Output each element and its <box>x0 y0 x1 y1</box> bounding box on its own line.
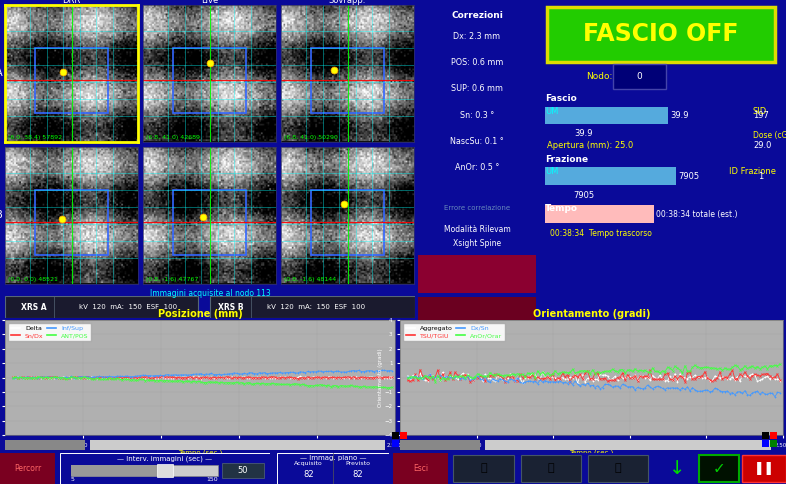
Title: Orientamento (gradi): Orientamento (gradi) <box>533 309 650 319</box>
Text: 0: 0 <box>637 72 642 81</box>
Text: ID Frazione: ID Frazione <box>729 167 776 177</box>
Text: 82: 82 <box>303 470 314 479</box>
Text: 7905: 7905 <box>678 172 699 181</box>
Legend: Aggregato, TSU/TGIU, Dx/Sn, AnOr/Orar: Aggregato, TSU/TGIU, Dx/Sn, AnOr/Orar <box>403 323 505 341</box>
Text: Live: Live <box>201 0 219 5</box>
Text: Sovrapp.: Sovrapp. <box>329 0 366 5</box>
Text: POS: 0.6 mm: POS: 0.6 mm <box>451 58 503 67</box>
Text: (6.8, 41.0) 42689: (6.8, 41.0) 42689 <box>146 135 200 140</box>
FancyBboxPatch shape <box>612 64 666 89</box>
Text: 50: 50 <box>237 466 248 475</box>
Text: XRS A: XRS A <box>21 302 47 312</box>
Text: 📋: 📋 <box>548 464 554 473</box>
Text: Xsight Spine: Xsight Spine <box>453 239 501 248</box>
Bar <box>71 466 165 476</box>
Bar <box>35 48 108 113</box>
Text: Previsto: Previsto <box>345 461 370 467</box>
Text: SID: SID <box>753 107 767 116</box>
Text: UM: UM <box>545 167 558 177</box>
Text: — Immag. piano —: — Immag. piano — <box>299 455 366 461</box>
Text: ❚❚: ❚❚ <box>754 462 775 475</box>
Text: 7905: 7905 <box>573 191 594 200</box>
Bar <box>520 454 581 483</box>
Text: 00:38:34  Tempo trascorso: 00:38:34 Tempo trascorso <box>549 229 652 238</box>
Y-axis label: Orientamento (gradi): Orientamento (gradi) <box>378 348 383 407</box>
Bar <box>71 466 218 476</box>
Text: ✓: ✓ <box>712 461 725 476</box>
Bar <box>35 190 108 255</box>
Text: Frazione: Frazione <box>545 155 588 164</box>
Text: Modalità Rilevam: Modalità Rilevam <box>443 225 510 234</box>
Bar <box>311 190 384 255</box>
Bar <box>588 454 648 483</box>
Text: UM: UM <box>545 107 558 116</box>
Bar <box>699 454 739 483</box>
Text: B: B <box>0 211 3 221</box>
Bar <box>173 48 246 113</box>
FancyBboxPatch shape <box>547 7 775 62</box>
Text: Percorr: Percorr <box>14 464 41 473</box>
Bar <box>173 190 246 255</box>
Bar <box>659 454 696 483</box>
Bar <box>545 167 675 185</box>
Text: Errore correlazione: Errore correlazione <box>444 205 510 211</box>
Text: — Interv. immagini (sec) —: — Interv. immagini (sec) — <box>117 455 212 462</box>
Text: Dx: 2.3 mm: Dx: 2.3 mm <box>454 31 501 41</box>
Bar <box>742 454 786 483</box>
Text: (6.8, 41.0) 50290: (6.8, 41.0) 50290 <box>284 135 338 140</box>
Text: AnOr: 0.5 °: AnOr: 0.5 ° <box>455 163 499 172</box>
Bar <box>545 107 668 124</box>
Bar <box>210 296 415 318</box>
Text: (6.0, 38.4) 57892: (6.0, 38.4) 57892 <box>8 135 62 140</box>
Text: SUP: 0.6 mm: SUP: 0.6 mm <box>451 84 503 93</box>
Bar <box>545 205 654 223</box>
Text: NascSu: 0.1 °: NascSu: 0.1 ° <box>450 137 504 146</box>
Text: Dose (cGy): Dose (cGy) <box>753 131 786 140</box>
Text: Nodo:: Nodo: <box>586 72 612 81</box>
Text: 👤: 👤 <box>615 464 621 473</box>
Text: 29.0: 29.0 <box>753 141 771 151</box>
Bar <box>311 48 384 113</box>
Text: 39.9: 39.9 <box>575 129 593 138</box>
Text: Acquisito: Acquisito <box>294 461 323 467</box>
Text: XRS B: XRS B <box>219 302 244 312</box>
Text: A: A <box>0 69 3 78</box>
Bar <box>5 296 198 318</box>
Bar <box>222 463 263 478</box>
Text: Tempo: Tempo <box>545 204 578 213</box>
X-axis label: Tempo (sec.): Tempo (sec.) <box>178 449 222 455</box>
Text: 82: 82 <box>352 470 363 479</box>
Text: kV  120  mA:  150  ESF  100: kV 120 mA: 150 ESF 100 <box>267 304 365 310</box>
Text: DRR: DRR <box>62 0 81 5</box>
Text: Correzioni: Correzioni <box>451 11 503 20</box>
Text: Sn: 0.3 °: Sn: 0.3 ° <box>460 111 494 120</box>
Text: 39.9: 39.9 <box>670 111 689 120</box>
Text: 150: 150 <box>206 477 218 483</box>
Text: (0.0, 0.0) 48521: (0.0, 0.0) 48521 <box>8 277 58 282</box>
Text: (0.8, -1.6) 48144: (0.8, -1.6) 48144 <box>284 277 336 282</box>
Text: Immagini acquisite al nodo 113: Immagini acquisite al nodo 113 <box>149 289 270 298</box>
Text: Apertura (mm): 25.0: Apertura (mm): 25.0 <box>547 141 634 151</box>
Text: 📷: 📷 <box>480 464 487 473</box>
Text: Fascio: Fascio <box>545 94 577 103</box>
Text: 197: 197 <box>753 111 769 120</box>
X-axis label: Tempo (sec.): Tempo (sec.) <box>569 449 614 455</box>
Title: Posizione (mm): Posizione (mm) <box>158 309 242 319</box>
Text: (0.8, -1.6) 47767: (0.8, -1.6) 47767 <box>146 277 198 282</box>
Bar <box>454 454 514 483</box>
Text: 00:38:34 totale (est.): 00:38:34 totale (est.) <box>656 210 737 219</box>
Text: kV  120  mA:  150  ESF  100: kV 120 mA: 150 ESF 100 <box>79 304 177 310</box>
Text: Esci: Esci <box>413 464 428 473</box>
Text: 1: 1 <box>758 172 763 181</box>
Text: ↓: ↓ <box>669 459 685 478</box>
Legend: Delta, Sn/Dx, Inf/Sup, ANT/POS: Delta, Sn/Dx, Inf/Sup, ANT/POS <box>8 323 91 341</box>
Bar <box>156 464 174 477</box>
Text: 5: 5 <box>71 477 75 483</box>
Text: FASCIO OFF: FASCIO OFF <box>583 22 739 46</box>
